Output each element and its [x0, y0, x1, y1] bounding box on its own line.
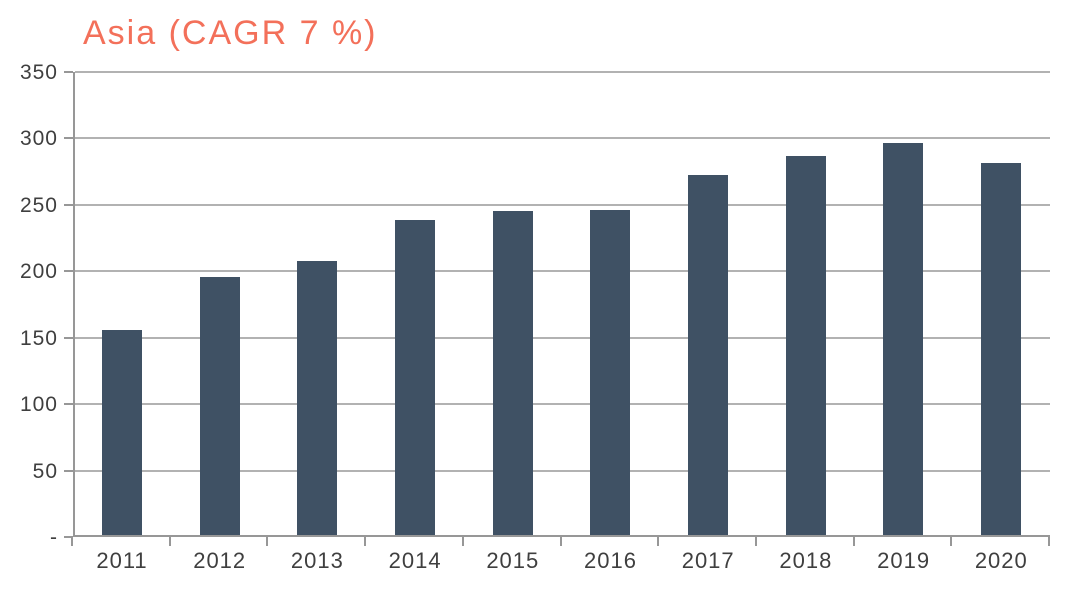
y-axis-tick-300: [64, 137, 73, 140]
bar-2011: [101, 330, 142, 535]
x-axis-label-2011: 2011: [96, 548, 148, 573]
x-axis-tick-10: [1048, 537, 1050, 546]
x-axis-tick-4: [461, 537, 464, 546]
bar-2020: [981, 163, 1022, 535]
bar-2012: [199, 277, 240, 535]
x-axis-label-2020: 2020: [974, 548, 1028, 573]
x-axis-tick-9: [950, 537, 953, 546]
x-axis-label-2012: 2012: [193, 548, 247, 573]
y-axis-label-200: 200: [19, 260, 58, 284]
x-axis-label-2015: 2015: [486, 548, 540, 573]
y-axis-tick-250: [64, 203, 73, 206]
x-axis-label-2014: 2014: [388, 548, 442, 573]
x-axis-label-2013: 2013: [290, 548, 344, 573]
y-axis-label-100: 100: [19, 393, 58, 417]
bar-2017: [688, 174, 729, 535]
y-axis-label-350: 350: [19, 61, 58, 84]
x-axis-tick-8: [852, 537, 855, 546]
x-axis-label-2017: 2017: [681, 548, 735, 573]
plot-area: [73, 71, 1050, 537]
y-axis-tick-0: [64, 536, 73, 538]
y-axis-label-300: 300: [19, 127, 58, 151]
gridline-300: [75, 137, 1050, 140]
gridline-50: [75, 469, 1050, 472]
x-axis-label-2019: 2019: [877, 548, 931, 573]
y-axis-tick-50: [64, 469, 73, 472]
y-axis-tick-200: [64, 270, 73, 273]
chart-title: Asia (CAGR 7 %): [83, 14, 378, 52]
y-axis-tick-150: [64, 336, 73, 339]
gridline-150: [75, 336, 1050, 339]
bar-2018: [785, 156, 826, 535]
bar-2014: [394, 220, 435, 535]
gridline-200: [75, 270, 1050, 273]
bar-2019: [883, 143, 924, 535]
y-axis-label-150: 150: [19, 326, 58, 350]
gridline-350: [75, 71, 1050, 73]
bar-2015: [492, 210, 533, 535]
x-axis-label-2018: 2018: [779, 548, 833, 573]
gridline-250: [75, 203, 1050, 206]
x-axis-label-2016: 2016: [584, 548, 637, 573]
x-axis-tick-3: [364, 537, 367, 546]
y-axis-tick-100: [64, 403, 73, 406]
y-axis-label-250: 250: [19, 193, 58, 217]
bar-2016: [590, 209, 631, 535]
x-axis-tick-6: [657, 537, 660, 546]
x-axis-tick-2: [266, 537, 269, 546]
x-axis-tick-1: [168, 537, 171, 546]
gridline-100: [75, 403, 1050, 406]
x-axis-tick-7: [754, 537, 757, 546]
bar-2013: [297, 261, 338, 535]
y-axis-label-0: -: [50, 526, 58, 549]
x-axis-tick-5: [559, 537, 562, 546]
x-axis-tick-0: [71, 537, 73, 546]
y-axis-tick-350: [64, 71, 73, 73]
y-axis-label-50: 50: [32, 459, 58, 483]
